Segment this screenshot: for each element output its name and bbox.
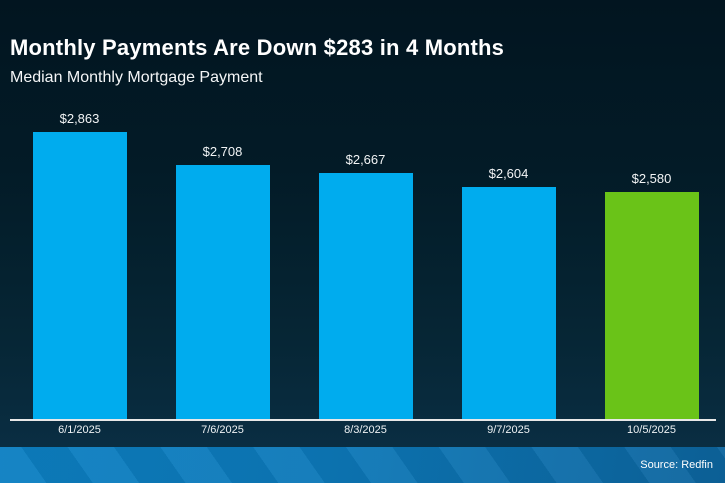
bar-value-label: $2,863	[59, 110, 100, 126]
x-axis-labels: 6/1/2025 7/6/2025 8/3/2025 9/7/2025 10/5/202…	[8, 424, 723, 436]
x-axis-label: 7/6/2025	[201, 424, 244, 436]
bar-value-label: $2,580	[631, 170, 672, 186]
bar-column: $2,863	[8, 111, 151, 420]
bar-column: $2,708	[151, 144, 294, 420]
chart-subtitle: Median Monthly Mortgage Payment	[10, 68, 263, 86]
bar	[32, 131, 127, 420]
source-footer: Source: Redfin	[0, 447, 725, 483]
x-axis-label: 9/7/2025	[487, 424, 530, 436]
source-label: Source: Redfin	[640, 459, 713, 471]
bar-column: $2,580	[580, 171, 723, 420]
bar-column: $2,604	[437, 166, 580, 420]
chart-header: Monthly Payments Are Down $283 in 4 Mont…	[10, 34, 715, 87]
x-axis-label: 8/3/2025	[344, 424, 387, 436]
chart-title: Monthly Payments Are Down $283 in 4 Mont…	[10, 35, 505, 60]
bar	[318, 173, 413, 420]
bar	[175, 164, 270, 420]
bar-column: $2,667	[294, 152, 437, 420]
x-axis-label: 10/5/2025	[627, 424, 676, 436]
bar-value-label: $2,667	[345, 152, 386, 168]
x-axis-label: 6/1/2025	[58, 424, 101, 436]
bar-chart: $2,863 $2,708 $2,667 $2,604 $2,580	[8, 80, 723, 420]
bar-highlighted	[604, 191, 699, 420]
bar-value-label: $2,708	[202, 143, 243, 159]
bar-value-label: $2,604	[488, 165, 529, 181]
bar	[461, 186, 556, 420]
x-axis-line	[10, 419, 716, 421]
